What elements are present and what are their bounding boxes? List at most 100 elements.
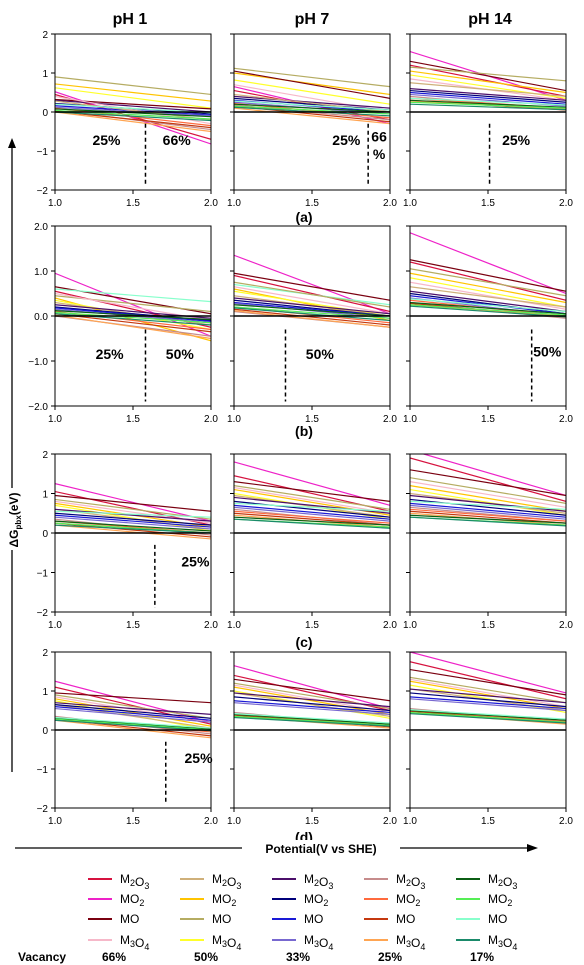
panel-12: 1.0 1.5 2.0 (403, 651, 573, 827)
subscript: 4 (328, 942, 333, 952)
x-tick-label: 1.0 (403, 198, 417, 209)
panel-10: 1.0 1.5 2.0 2 1 0 −1 −2 25% (37, 648, 219, 827)
legend-entry-label: MO2 (120, 892, 144, 908)
x-axis-label: Potential(V vs SHE) (265, 842, 376, 856)
y-axis-arrow-head (8, 138, 16, 148)
series-line-1 (234, 254, 390, 315)
formula-part: O (319, 936, 328, 950)
column-header-ph14: pH 14 (468, 11, 512, 28)
series-line-9 (410, 494, 566, 512)
x-tick-label: 1.0 (227, 414, 241, 425)
x-tick-label: 1.5 (126, 198, 140, 209)
series-line-3 (55, 87, 211, 109)
legend-entry-label: M2O3 (120, 872, 149, 891)
formula-part: MO (120, 892, 139, 906)
x-tick-label: 2.0 (204, 198, 218, 209)
formula-part: M (488, 933, 498, 947)
annotation-label: 50% (166, 346, 195, 362)
y-axis-label-main: ΔG (7, 529, 21, 547)
series-line-8 (234, 95, 390, 109)
x-tick-label: 2.0 (559, 620, 573, 631)
legend-entry-label: M2O3 (396, 872, 425, 891)
series-line-10 (410, 498, 566, 516)
series-line-18 (410, 101, 566, 109)
series-line-9 (234, 692, 390, 708)
x-tick-label: 2.0 (383, 620, 397, 631)
y-tick-label: 1 (42, 490, 48, 501)
series-line-19 (410, 298, 566, 313)
series-line-4 (410, 268, 566, 297)
x-tick-label: 1.5 (305, 620, 319, 631)
subscript: 2 (507, 898, 512, 908)
series-line-12 (55, 707, 211, 723)
subscript: 3 (498, 939, 503, 949)
x-tick-label: 1.0 (227, 816, 241, 827)
x-tick-label: 1.0 (403, 620, 417, 631)
x-tick-label: 2.0 (559, 198, 573, 209)
series-line-10 (55, 704, 211, 719)
subscript: 3 (144, 881, 149, 891)
formula-part: MO (488, 892, 507, 906)
series-line-8 (410, 286, 566, 308)
series-line-4 (55, 288, 211, 303)
series-line-12 (234, 702, 390, 715)
series-line-2 (55, 83, 211, 102)
formula-part: MO (488, 912, 507, 926)
x-tick-label: 2.0 (383, 816, 397, 827)
formula-part: M (212, 872, 222, 886)
series-line-2 (410, 259, 566, 292)
formula-part: O (227, 936, 236, 950)
x-tick-label: 1.0 (48, 414, 62, 425)
y-tick-label: −2.0 (28, 402, 48, 413)
series-line-5 (234, 686, 390, 715)
series-line-4 (410, 477, 566, 504)
series-line-3 (234, 70, 390, 99)
formula-part: O (319, 875, 328, 889)
series-line-20 (410, 103, 566, 111)
series-line-17 (234, 310, 390, 328)
legend-entry-label: M2O3 (304, 872, 333, 891)
subscript: 2 (406, 878, 411, 888)
formula-part: O (503, 936, 512, 950)
series-line-11 (410, 696, 566, 710)
series-line-3 (410, 64, 566, 97)
series-line-18 (55, 718, 211, 731)
formula-part: M (396, 933, 406, 947)
annotation-label: 25% (96, 346, 125, 362)
series-group (234, 665, 390, 729)
series-line-18 (410, 304, 566, 316)
x-tick-label: 1.0 (48, 620, 62, 631)
series-line-17 (55, 520, 211, 532)
series-line-17 (55, 314, 211, 340)
series-line-10 (410, 692, 566, 708)
series-group (410, 652, 566, 725)
y-axis-label-bg (4, 488, 20, 550)
series-line-7 (55, 99, 211, 113)
series-line-7 (234, 486, 390, 514)
y-tick-label: 2 (42, 648, 48, 659)
series-line-11 (55, 706, 211, 721)
series-line-19 (410, 97, 566, 106)
x-tick-label: 1.5 (126, 620, 140, 631)
y-axis-label-sub: pbx (14, 515, 23, 530)
y-tick-label: 1 (42, 687, 48, 698)
legend-entry-label: M3O4 (120, 933, 149, 952)
panel-8: 1.0 1.5 2.0 (227, 453, 397, 631)
y-tick-label: 0 (42, 529, 48, 540)
y-tick-label: −1 (37, 147, 49, 158)
series-group (55, 76, 211, 145)
formula-part: MO (396, 912, 415, 926)
series-line-19 (234, 713, 390, 724)
row-label-a: (a) (295, 209, 312, 225)
y-tick-label: 2 (42, 450, 48, 461)
series-line-8 (234, 494, 390, 518)
subscript: 2 (130, 878, 135, 888)
x-tick-label: 1.0 (403, 414, 417, 425)
series-line-17 (410, 99, 566, 108)
series-group (55, 272, 211, 342)
series-line-20 (55, 524, 211, 534)
series-line-7 (234, 84, 390, 113)
series-line-9 (410, 290, 566, 313)
series-line-2 (234, 72, 390, 96)
